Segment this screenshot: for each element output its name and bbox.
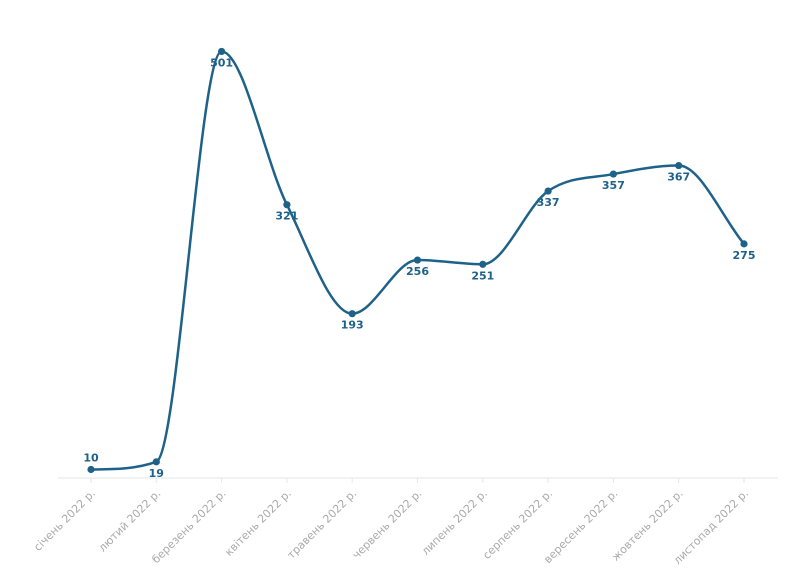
x-tick-label: липень 2022 р.: [419, 487, 490, 558]
data-point: [479, 260, 487, 268]
data-point: [283, 201, 291, 209]
data-point: [675, 161, 683, 170]
data-label: 501: [210, 56, 233, 69]
x-tick-label: квітень 2022 р.: [222, 487, 294, 559]
data-point: [740, 240, 748, 248]
x-tick-label: березень 2022 р.: [149, 487, 228, 566]
x-axis-tick-labels: січень 2022 р.лютий 2022 р.березень 2022…: [31, 487, 751, 567]
x-tick-label: травень 2022 р.: [285, 487, 360, 562]
data-point: [609, 170, 618, 178]
data-label: 251: [471, 269, 494, 282]
data-point: [218, 47, 226, 56]
x-tick-label: січень 2022 р.: [31, 487, 98, 554]
data-point: [348, 310, 356, 318]
data-point: [413, 256, 422, 264]
data-point: [152, 458, 160, 466]
data-label: 19: [149, 467, 164, 480]
x-tick-label: червень 2022 р.: [350, 487, 425, 562]
data-label: 367: [667, 171, 690, 184]
x-tick-label: жовтень 2022 р.: [609, 487, 686, 564]
data-label: 275: [733, 249, 756, 262]
x-tick-label: лютий 2022 р.: [96, 487, 164, 555]
x-tick-label: серпень 2022 р.: [480, 487, 555, 562]
data-labels: 10 19 501 321 193 256 251 337 357 367 275: [83, 56, 755, 479]
data-label: 337: [537, 196, 560, 209]
data-label: 193: [341, 319, 364, 332]
x-axis-ticks: [90, 478, 745, 483]
data-label: 256: [406, 265, 429, 278]
data-point: [87, 465, 95, 474]
data-label: 10: [83, 451, 99, 464]
data-points: [87, 47, 748, 474]
data-point: [544, 187, 552, 195]
data-label: 357: [602, 179, 625, 192]
data-label: 321: [275, 210, 298, 223]
